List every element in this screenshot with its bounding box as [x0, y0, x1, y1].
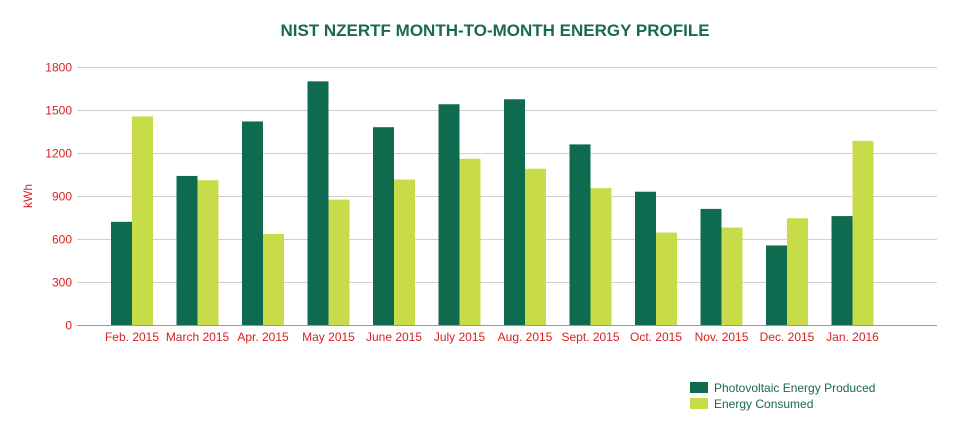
legend-label: Energy Consumed	[714, 397, 813, 411]
bar-pv-produced	[176, 175, 198, 325]
bar-energy-consumed	[132, 116, 153, 325]
y-axis-ticks: 0 300 600 900 1200 1500 1800	[45, 61, 72, 333]
legend: Photovoltaic Energy Produced Energy Consu…	[690, 381, 875, 411]
bar-energy-consumed	[197, 180, 219, 325]
bar-pv-produced	[242, 121, 263, 325]
bar-energy-consumed	[590, 188, 612, 325]
x-axis-ticks: Feb. 2015 March 2015 Apr. 2015 May 2015 June…	[105, 330, 879, 344]
x-tick-label: Aug. 2015	[498, 330, 553, 344]
x-tick-label: May 2015	[302, 330, 355, 344]
bar-pv-produced	[111, 221, 132, 325]
y-tick-label: 1200	[45, 147, 72, 161]
bar-energy-consumed	[459, 158, 481, 325]
x-tick-label: Jan. 2016	[826, 330, 879, 344]
bar-pv-produced	[438, 104, 460, 326]
bar-pv-produced	[635, 191, 656, 325]
y-tick-label: 0	[65, 319, 72, 333]
x-tick-label: June 2015	[366, 330, 422, 344]
x-tick-label: Nov. 2015	[695, 330, 749, 344]
x-tick-label: Sept. 2015	[561, 330, 619, 344]
bar-pv-produced	[373, 127, 394, 325]
bar-energy-consumed	[263, 233, 284, 325]
bar-pv-produced	[504, 99, 525, 325]
x-tick-label: March 2015	[166, 330, 230, 344]
bar-pv-produced	[766, 245, 787, 325]
bar-energy-consumed	[852, 140, 874, 325]
chart-title: NIST NZERTF MONTH-TO-MONTH ENERGY PROFIL…	[280, 21, 709, 40]
bar-energy-consumed	[787, 218, 808, 325]
bar-energy-consumed	[656, 232, 677, 325]
bar-pv-produced	[700, 208, 722, 325]
y-tick-label: 900	[52, 190, 72, 204]
legend-swatch	[690, 382, 708, 393]
x-tick-label: Feb. 2015	[105, 330, 159, 344]
legend-label: Photovoltaic Energy Produced	[714, 381, 875, 395]
y-tick-label: 1500	[45, 104, 72, 118]
bar-energy-consumed	[525, 168, 546, 325]
x-tick-label: Apr. 2015	[237, 330, 289, 344]
y-tick-label: 300	[52, 276, 72, 290]
bar-pv-produced	[831, 216, 853, 325]
bar-energy-consumed	[721, 227, 743, 325]
bar-energy-consumed	[394, 179, 415, 325]
y-tick-label: 1800	[45, 61, 72, 75]
bar-energy-consumed	[328, 199, 350, 325]
x-tick-label: Dec. 2015	[760, 330, 815, 344]
x-tick-label: Oct. 2015	[630, 330, 682, 344]
bar-pv-produced	[569, 144, 591, 325]
legend-swatch	[690, 398, 708, 409]
bars	[111, 81, 874, 326]
y-tick-label: 600	[52, 233, 72, 247]
y-axis-label: kWh	[21, 184, 35, 208]
x-tick-label: July 2015	[434, 330, 486, 344]
bar-pv-produced	[307, 81, 329, 325]
